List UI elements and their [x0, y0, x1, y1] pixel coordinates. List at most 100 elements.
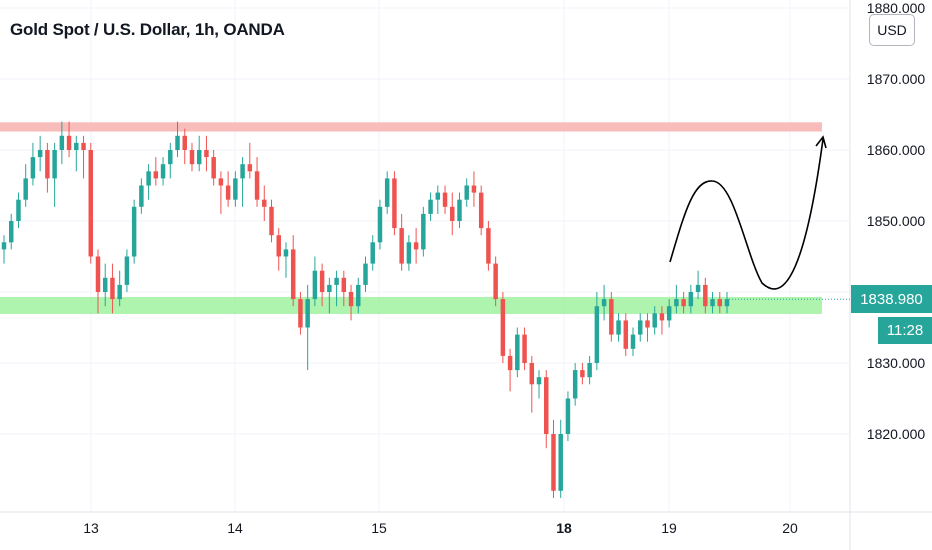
candle-body[interactable]	[536, 377, 542, 385]
candle-body[interactable]	[290, 249, 296, 300]
candle-body[interactable]	[254, 171, 260, 200]
candle-body[interactable]	[233, 178, 238, 200]
candle-body[interactable]	[413, 242, 419, 250]
candle-body[interactable]	[160, 164, 166, 179]
candle-body[interactable]	[45, 150, 50, 179]
candle-body[interactable]	[23, 178, 28, 200]
candle-body[interactable]	[724, 299, 730, 307]
candle-body[interactable]	[16, 199, 21, 221]
candle-body[interactable]	[515, 334, 520, 371]
candle-body[interactable]	[211, 157, 216, 179]
candle-body[interactable]	[450, 206, 455, 221]
currency-button[interactable]: USD	[869, 14, 915, 46]
candle-body[interactable]	[276, 235, 281, 257]
candle-body[interactable]	[666, 306, 672, 321]
candle-body[interactable]	[623, 320, 629, 349]
candle-body[interactable]	[81, 142, 86, 150]
candle-body[interactable]	[334, 277, 339, 285]
candle-body[interactable]	[59, 135, 65, 150]
candle-body[interactable]	[384, 178, 390, 207]
candle-body[interactable]	[558, 434, 563, 491]
candle-body[interactable]	[262, 199, 267, 207]
candle-body[interactable]	[95, 256, 101, 293]
candle-body[interactable]	[572, 370, 578, 399]
candle-body[interactable]	[1, 242, 7, 250]
candle-body[interactable]	[500, 299, 506, 356]
candle-body[interactable]	[88, 150, 94, 257]
candle-body[interactable]	[102, 277, 108, 292]
candle-body[interactable]	[522, 334, 527, 363]
candle-body[interactable]	[674, 299, 679, 307]
candle-body[interactable]	[370, 242, 375, 264]
candle-body[interactable]	[681, 299, 686, 307]
candle-body[interactable]	[421, 213, 426, 250]
candle-body[interactable]	[464, 185, 469, 200]
candle-body[interactable]	[457, 199, 462, 221]
candle-body[interactable]	[363, 263, 368, 285]
candle-body[interactable]	[507, 355, 513, 371]
candle-body[interactable]	[377, 206, 383, 243]
candles[interactable]	[1, 121, 730, 498]
candle-body[interactable]	[703, 284, 708, 307]
candle-body[interactable]	[327, 284, 332, 292]
candle-body[interactable]	[8, 221, 14, 243]
candle-body[interactable]	[594, 306, 600, 363]
candle-body[interactable]	[37, 150, 43, 158]
candle-body[interactable]	[341, 277, 347, 292]
candle-body[interactable]	[182, 135, 187, 150]
candle-body[interactable]	[471, 185, 477, 193]
candle-body[interactable]	[688, 292, 694, 307]
candle-body[interactable]	[124, 256, 130, 285]
candle-body[interactable]	[240, 164, 245, 179]
candle-body[interactable]	[630, 334, 636, 349]
candle-body[interactable]	[478, 192, 484, 229]
candle-body[interactable]	[493, 263, 498, 300]
candle-body[interactable]	[196, 150, 202, 165]
candle-body[interactable]	[551, 434, 556, 491]
candle-body[interactable]	[565, 398, 571, 435]
candle-body[interactable]	[601, 299, 607, 307]
candle-body[interactable]	[168, 150, 173, 165]
candle-body[interactable]	[695, 284, 701, 292]
candle-body[interactable]	[399, 228, 404, 264]
candle-body[interactable]	[348, 292, 354, 307]
candle-body[interactable]	[717, 299, 723, 307]
candle-body[interactable]	[298, 299, 303, 328]
candle-body[interactable]	[175, 135, 180, 150]
candle-body[interactable]	[710, 299, 715, 307]
candle-body[interactable]	[580, 370, 585, 378]
candle-body[interactable]	[319, 270, 325, 292]
candle-body[interactable]	[305, 299, 310, 328]
candle-body[interactable]	[225, 185, 231, 200]
candle-body[interactable]	[247, 164, 253, 172]
candle-body[interactable]	[312, 270, 318, 300]
candle-body[interactable]	[269, 206, 274, 236]
candle-body[interactable]	[486, 228, 491, 264]
candle-body[interactable]	[392, 178, 397, 229]
candle-body[interactable]	[442, 192, 448, 207]
candle-body[interactable]	[30, 157, 36, 179]
candle-body[interactable]	[435, 192, 441, 200]
candle-body[interactable]	[406, 242, 412, 264]
candle-body[interactable]	[153, 171, 159, 179]
candle-body[interactable]	[428, 199, 433, 214]
candle-body[interactable]	[66, 135, 72, 150]
candle-body[interactable]	[117, 284, 122, 300]
candle-body[interactable]	[356, 284, 361, 307]
candle-body[interactable]	[616, 320, 621, 335]
candle-body[interactable]	[645, 320, 650, 328]
candle-body[interactable]	[189, 150, 195, 165]
candle-body[interactable]	[110, 277, 115, 300]
candle-body[interactable]	[609, 299, 614, 335]
candle-body[interactable]	[659, 313, 665, 321]
candle-body[interactable]	[529, 363, 535, 385]
candle-body[interactable]	[52, 150, 57, 179]
candle-body[interactable]	[587, 363, 592, 378]
candle-body[interactable]	[637, 320, 643, 335]
candle-body[interactable]	[204, 150, 209, 158]
candle-body[interactable]	[652, 313, 657, 328]
candle-body[interactable]	[544, 377, 549, 434]
candle-body[interactable]	[146, 171, 151, 186]
candle-body[interactable]	[74, 142, 79, 150]
